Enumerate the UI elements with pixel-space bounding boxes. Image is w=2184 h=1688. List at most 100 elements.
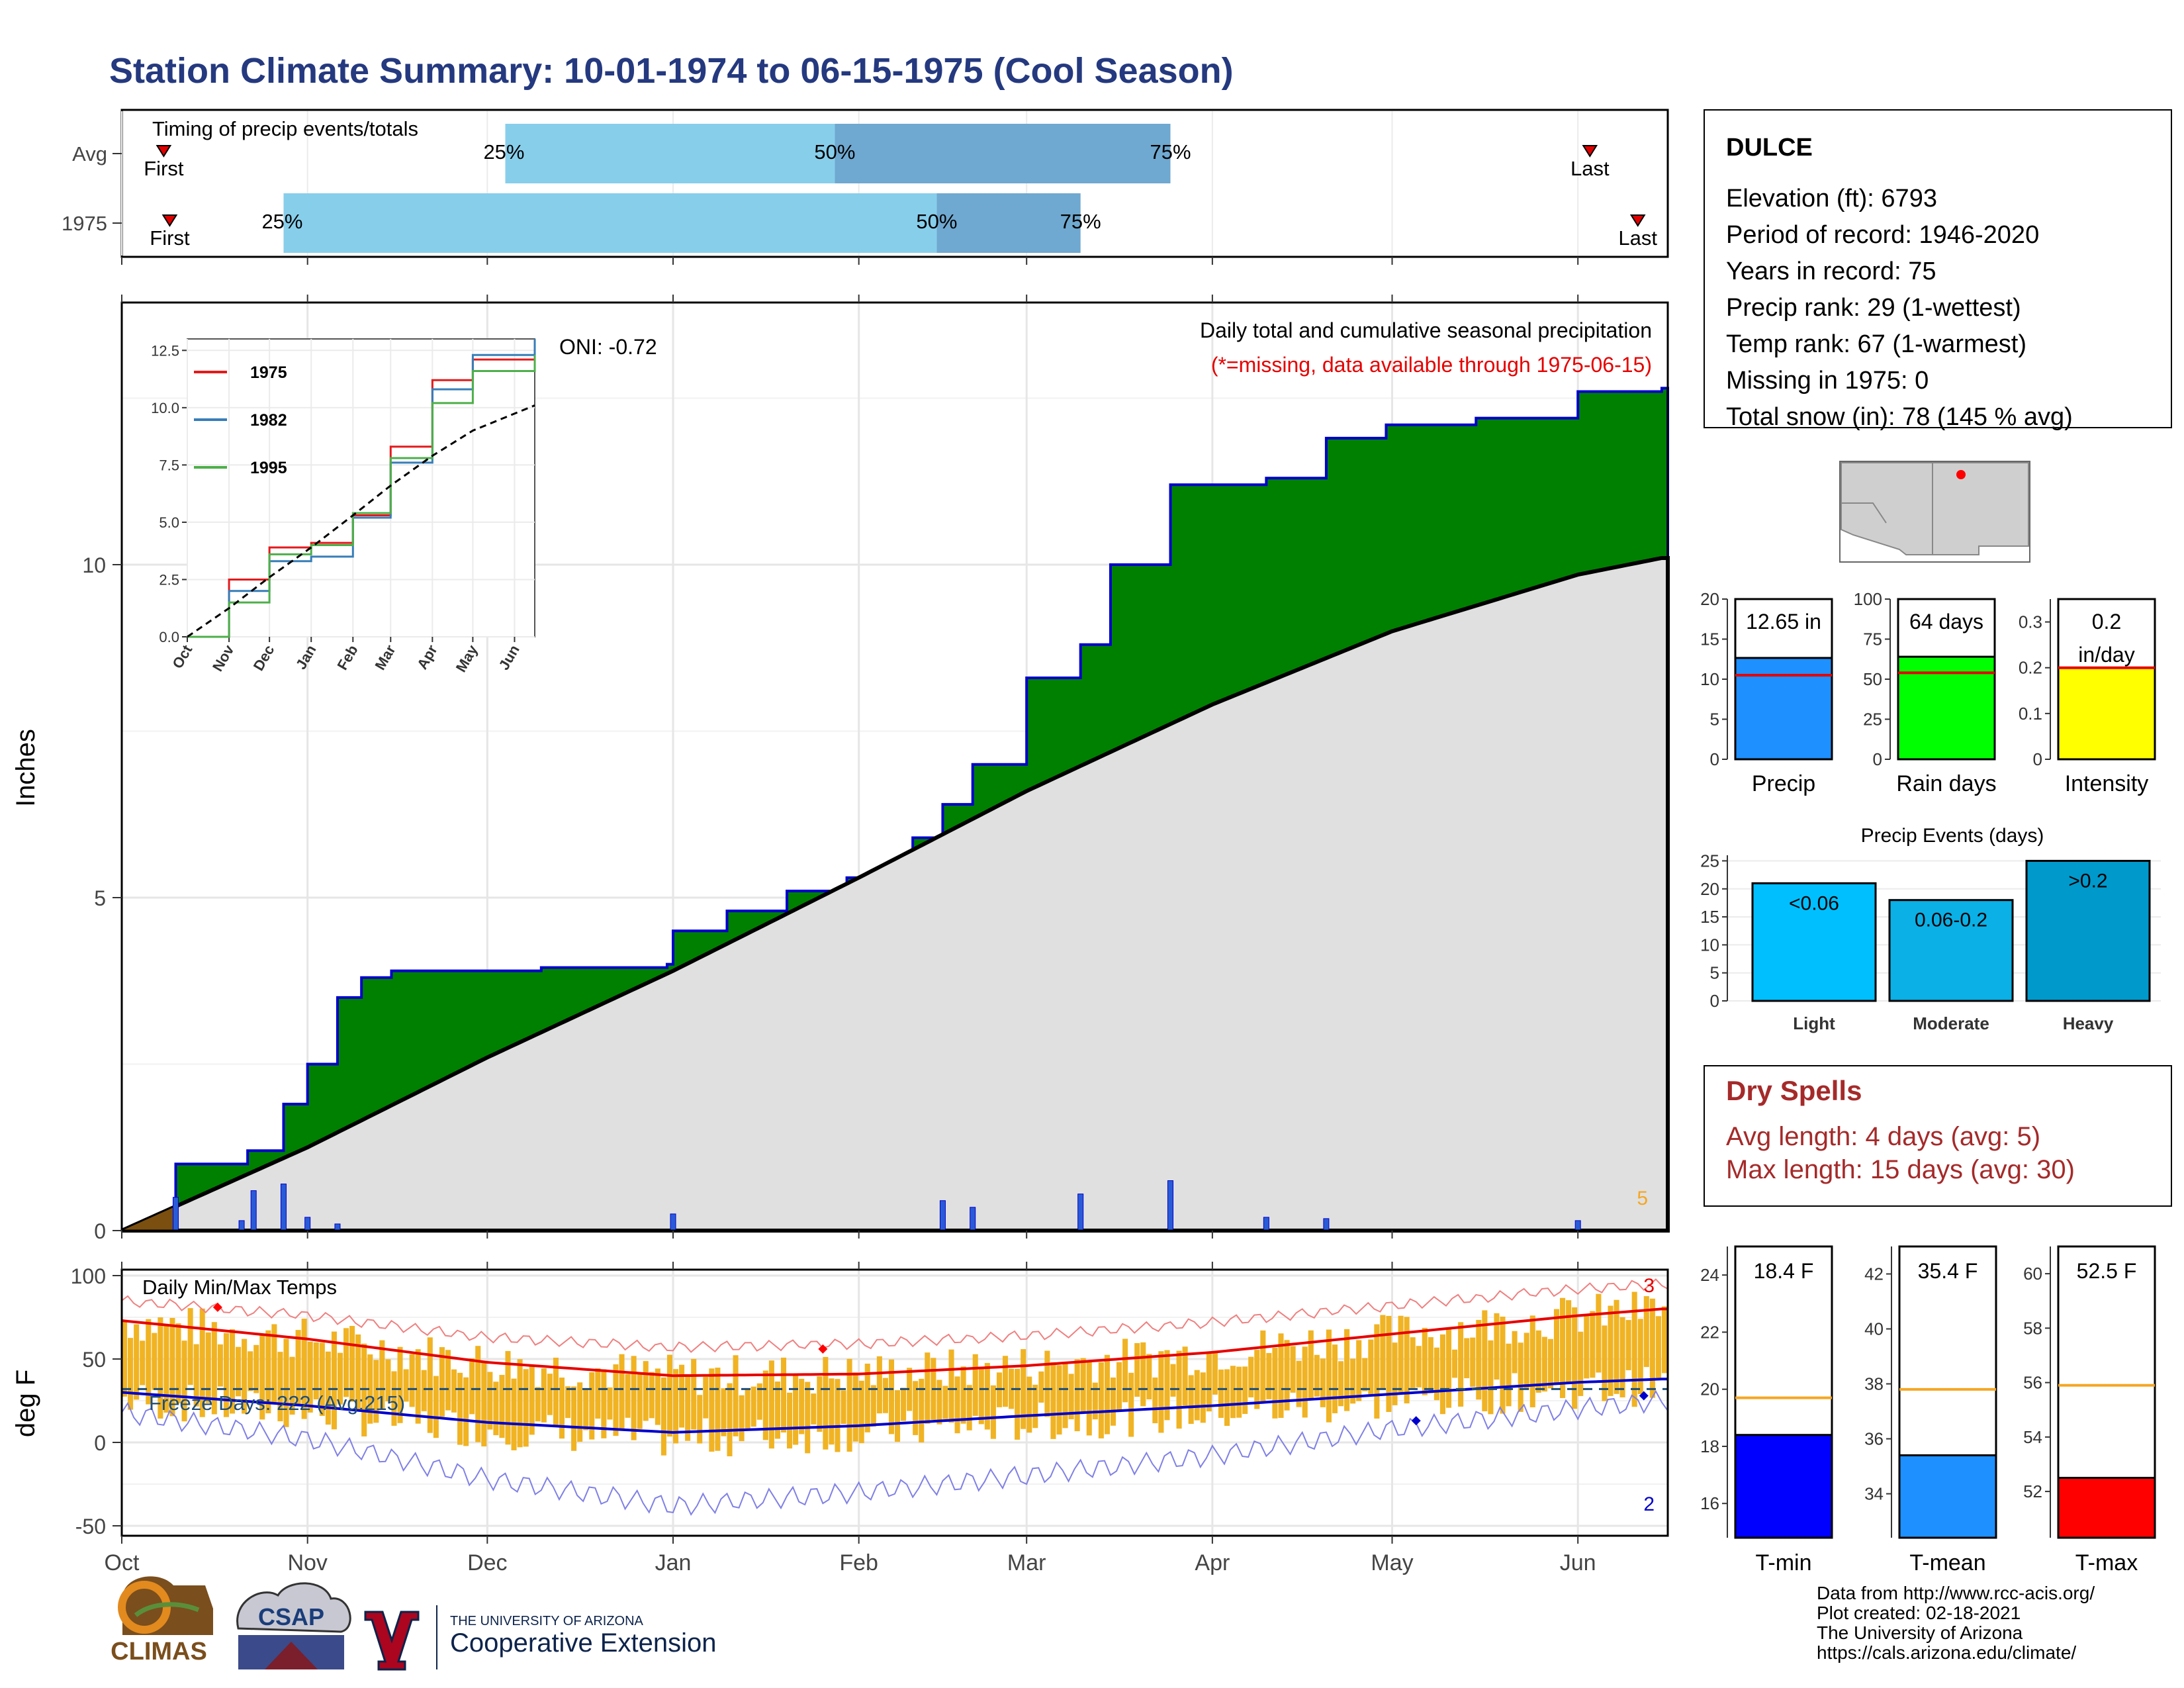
daily-temp-bar bbox=[727, 1383, 733, 1456]
timing-label: Timing of precip events/totals bbox=[152, 117, 418, 140]
timing-bar-q1 bbox=[283, 193, 937, 253]
daily-temp-bar bbox=[1326, 1329, 1332, 1423]
daily-temp-bar bbox=[1230, 1366, 1236, 1419]
inset-ytick-label: 7.5 bbox=[159, 457, 179, 473]
mini-bar-fill bbox=[1734, 657, 1833, 761]
daily-temp-bar bbox=[481, 1362, 487, 1447]
daily-temp-bar bbox=[882, 1378, 888, 1413]
inset-avg-line bbox=[187, 404, 535, 638]
daily-temp-bar bbox=[577, 1382, 583, 1442]
daily-temp-bar bbox=[565, 1386, 571, 1419]
temp-summary-label: T-max bbox=[2075, 1550, 2138, 1575]
mini-bar-tick-label: 0 bbox=[1873, 749, 1882, 769]
daily-temp-bar bbox=[1110, 1377, 1116, 1426]
daily-temp-bar bbox=[289, 1356, 295, 1415]
mini-bar-tick-label: 75 bbox=[1863, 630, 1882, 649]
daily-temp-bar bbox=[559, 1378, 565, 1439]
month-label: May bbox=[1371, 1550, 1413, 1575]
precip-ytick-label: 0 bbox=[94, 1219, 106, 1243]
inset-legend-label: 1995 bbox=[250, 459, 287, 477]
daily-temp-bar bbox=[1506, 1343, 1512, 1407]
daily-temp-bar bbox=[499, 1375, 505, 1438]
month-label: Dec bbox=[467, 1550, 507, 1575]
daily-temp-bar bbox=[1392, 1342, 1398, 1405]
daily-temp-bar bbox=[1164, 1350, 1170, 1421]
daily-temp-bar bbox=[1134, 1342, 1140, 1397]
daily-temp-bar bbox=[762, 1370, 768, 1440]
daily-temp-bar bbox=[1026, 1376, 1032, 1433]
daily-temp-bar bbox=[1398, 1315, 1404, 1393]
daily-temp-bar bbox=[1614, 1299, 1619, 1394]
daily-temp-bar bbox=[1518, 1342, 1524, 1412]
daily-temp-bar bbox=[864, 1364, 870, 1432]
daily-temp-bar bbox=[703, 1376, 709, 1419]
daily-temp-bar bbox=[1182, 1346, 1188, 1406]
month-label: Apr bbox=[1195, 1550, 1230, 1575]
station-info-line: Missing in 1975: 0 bbox=[1726, 367, 1929, 395]
daily-temp-bar bbox=[1350, 1358, 1356, 1404]
daily-temp-bar bbox=[1152, 1377, 1158, 1424]
daily-temp-bar bbox=[242, 1338, 248, 1414]
daily-temp-bar bbox=[181, 1340, 187, 1422]
daily-temp-bar bbox=[427, 1337, 433, 1433]
daily-temp-bar bbox=[1284, 1340, 1290, 1411]
temp-summary-label: T-mean bbox=[1909, 1550, 1985, 1575]
event-category: Light bbox=[1793, 1013, 1835, 1033]
daily-temp-bar bbox=[1314, 1354, 1320, 1397]
daily-temp-bar bbox=[1248, 1356, 1254, 1397]
daily-temp-bar bbox=[373, 1360, 379, 1423]
daily-temp-bar bbox=[1104, 1354, 1110, 1434]
daily-temp-bar bbox=[187, 1308, 193, 1385]
daily-temp-bar bbox=[721, 1388, 727, 1436]
daily-temp-bar bbox=[1458, 1322, 1464, 1407]
daily-temp-bar bbox=[1344, 1329, 1350, 1411]
daily-temp-bar bbox=[158, 1317, 163, 1419]
daily-temp-bar bbox=[1146, 1354, 1152, 1399]
daily-temp-bar bbox=[1212, 1351, 1218, 1395]
daily-temp-bar bbox=[433, 1376, 439, 1438]
daily-temp-bar bbox=[493, 1382, 499, 1436]
footer-line: Data from http://www.rcc-acis.org/ bbox=[1817, 1583, 2095, 1603]
record-marker bbox=[212, 1302, 222, 1312]
inset-legend-label: 1982 bbox=[250, 411, 287, 430]
daily-temp-bar bbox=[1158, 1351, 1164, 1433]
daily-temp-bar bbox=[265, 1330, 271, 1414]
temp-summary-tick-label: 52 bbox=[2023, 1481, 2042, 1501]
daily-temp-bar bbox=[733, 1355, 739, 1436]
daily-temp-bar bbox=[205, 1332, 211, 1403]
daily-temp-bar bbox=[421, 1370, 427, 1411]
daily-temp-bar bbox=[301, 1319, 307, 1419]
daily-temp-bar bbox=[1092, 1382, 1098, 1420]
timing-label-25: 25% bbox=[261, 210, 302, 233]
station-info-box: DULCE Elevation (ft): 6793 Period of reco… bbox=[1704, 109, 2172, 431]
record-marker bbox=[1639, 1391, 1649, 1401]
daily-temp-bar bbox=[1631, 1291, 1637, 1407]
daily-temp-bar bbox=[307, 1341, 313, 1413]
daily-temp-bar bbox=[972, 1354, 978, 1416]
daily-temp-bar bbox=[679, 1364, 685, 1428]
temp-summary-tick-label: 56 bbox=[2023, 1373, 2042, 1393]
daily-temp-bar bbox=[1038, 1371, 1044, 1403]
record-marker bbox=[1411, 1416, 1421, 1426]
precip-events-chart: Precip Events (days) 0 5 10 15 20 25 <0.06 Ligh… bbox=[1700, 825, 2161, 1033]
svg-text:Cooperative Extension: Cooperative Extension bbox=[450, 1628, 716, 1658]
daily-temp-bar bbox=[1368, 1339, 1374, 1395]
avg-min-line bbox=[121, 1378, 1668, 1434]
daily-temp-bar bbox=[589, 1372, 595, 1440]
daily-temp-bar bbox=[217, 1344, 223, 1387]
station-info-line: Years in record: 75 bbox=[1726, 258, 1936, 285]
daily-temp-bar bbox=[1021, 1349, 1026, 1429]
daily-temp-bar bbox=[925, 1352, 931, 1424]
daily-temp-bar bbox=[1116, 1362, 1122, 1411]
daily-temp-bar bbox=[919, 1378, 925, 1443]
footer-credits: Data from http://www.rcc-acis.org/ Plot … bbox=[1817, 1583, 2095, 1663]
daily-temp-bar bbox=[1296, 1360, 1302, 1407]
daily-temp-bar bbox=[990, 1385, 996, 1439]
daily-temp-bar bbox=[529, 1366, 535, 1435]
daily-temp-bar bbox=[445, 1350, 451, 1411]
daily-temp-bar bbox=[229, 1329, 236, 1414]
temp-summary-value: 52.5 F bbox=[2077, 1259, 2137, 1283]
daily-temp-bar bbox=[907, 1368, 913, 1411]
daily-temp-bar bbox=[1590, 1311, 1596, 1378]
